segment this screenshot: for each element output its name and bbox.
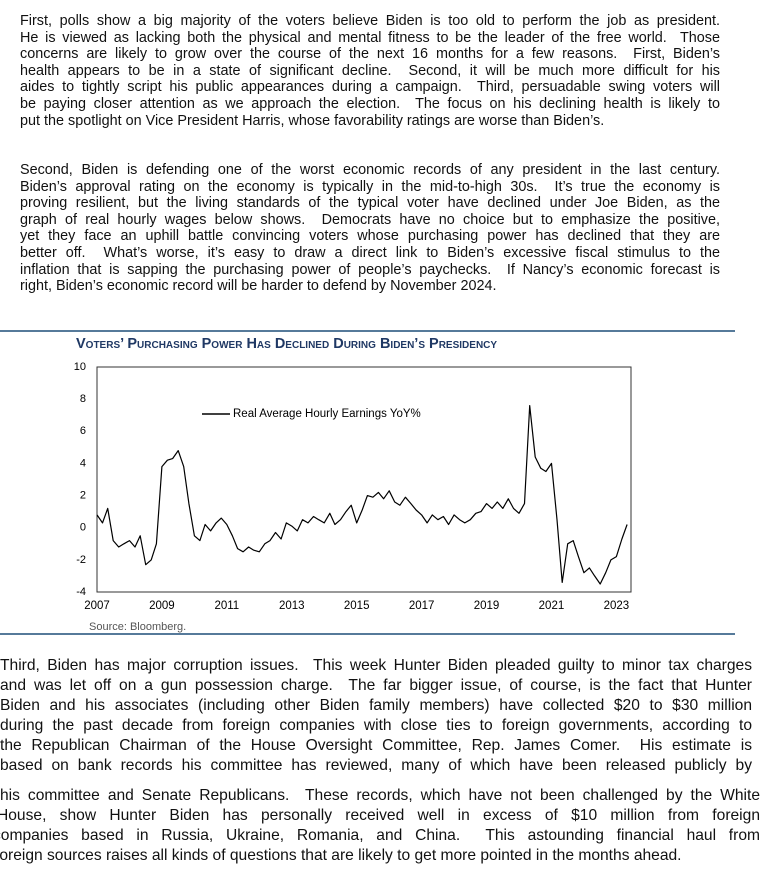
text-line: Third, Biden has major corruption issues… (0, 657, 752, 674)
text-line: foreign sources raises all kinds of ques… (0, 847, 682, 864)
text-line: health appears to be in a state of signi… (20, 62, 720, 79)
y-tick-label: -2 (76, 554, 86, 566)
text-line: proving resilient, but the living standa… (20, 195, 720, 212)
plot-frame (96, 366, 632, 593)
text-line: during the past decade from foreign comp… (0, 717, 752, 734)
text-line: yet they face an uphill battle convincin… (20, 228, 720, 245)
paragraph: Third, Biden has major corruption issues… (0, 656, 752, 776)
x-tick-label: 2019 (474, 600, 500, 612)
y-tick-label: 8 (80, 393, 86, 405)
y-tick-label: -4 (76, 586, 86, 598)
paragraph: Second, Biden is defending one of the wo… (20, 162, 720, 295)
chart: Voters’ Purchasing Power Has Declined Du… (0, 330, 735, 635)
y-tick-label: 6 (80, 425, 86, 437)
x-tick-label: 2011 (214, 600, 239, 612)
chart-title: Voters’ Purchasing Power Has Declined Du… (76, 336, 497, 352)
text-line: inflation that is sapping the purchasing… (20, 261, 720, 278)
y-tick-label: 4 (80, 457, 86, 469)
text-line: be paying closer attention as we approac… (20, 95, 720, 112)
text-line: Second, Biden is defending one of the wo… (20, 162, 720, 178)
data-line (96, 405, 628, 585)
x-tick-label: 2023 (604, 600, 630, 612)
text-line: Biden’s approval rating on the economy i… (20, 178, 720, 195)
text-line: put the spotlight on Vice President Harr… (20, 112, 605, 129)
text-line: right, Biden’s economic record will be h… (20, 278, 497, 295)
x-tick-label: 2015 (344, 600, 370, 612)
paragraph: First, polls show a big majority of the … (20, 13, 720, 129)
text-line: Biden and his associates (including othe… (0, 697, 752, 714)
text-line: and was let off on a gun possession char… (0, 677, 752, 694)
text-line: House, show Hunter Biden has personally … (0, 807, 760, 824)
text-line: better off. What’s worse, it’s easy to d… (20, 244, 720, 261)
x-tick-label: 2007 (84, 600, 110, 612)
chart-source: Source: Bloomberg. (89, 621, 186, 633)
y-tick-label: 10 (74, 361, 86, 373)
text-line: based on bank records his committee has … (0, 757, 752, 774)
x-tick-label: 2009 (149, 600, 175, 612)
paragraph: his committee and Senate Republicans. Th… (0, 786, 760, 866)
text-line: his committee and Senate Republicans. Th… (0, 787, 760, 804)
x-tick-label: 2017 (409, 600, 435, 612)
x-tick-label: 2021 (539, 600, 565, 612)
text-line: graph of real hourly wages below shows. … (20, 211, 720, 228)
text-line: companies based in Russia, Ukraine, Roma… (0, 827, 760, 844)
text-line: concerns are likely to grow over the cou… (20, 46, 720, 63)
legend-label: Real Average Hourly Earnings YoY% (233, 408, 421, 420)
y-tick-label: 2 (80, 489, 86, 501)
text-line: the Republican Chairman of the House Ove… (0, 737, 752, 754)
y-tick-label: 0 (80, 522, 86, 534)
x-tick-label: 2013 (279, 600, 305, 612)
text-line: aides to tightly script his public appea… (20, 79, 720, 96)
text-line: First, polls show a big majority of the … (20, 13, 720, 29)
text-line: He is viewed as lacking both the physica… (20, 29, 720, 46)
